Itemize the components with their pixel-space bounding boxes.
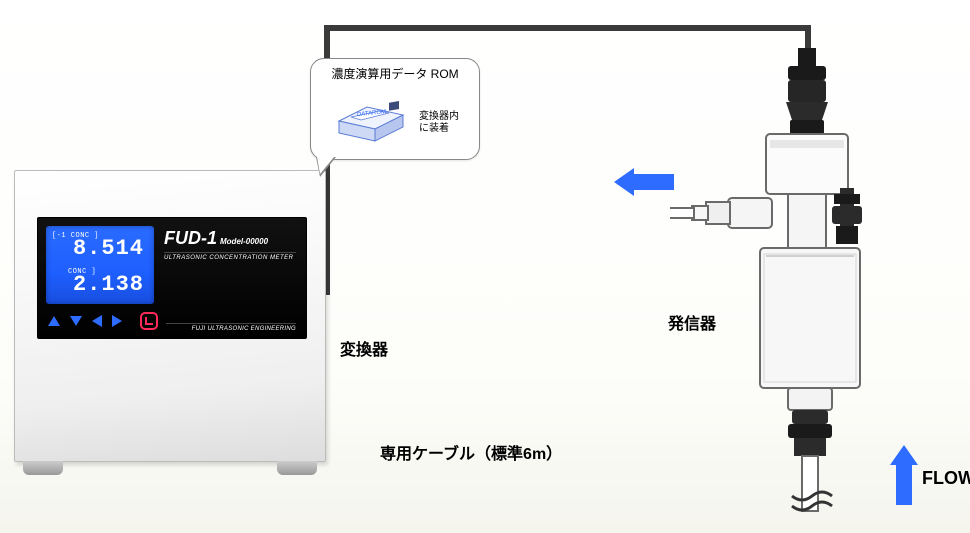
panel-model-sub: Model-00000 <box>220 237 268 246</box>
converter-unit: [-1 CONC ] 8.514 CONC ] 2.138 FUD-1Model… <box>14 170 326 462</box>
label-flow: FLOW <box>922 468 970 489</box>
left-icon[interactable] <box>92 315 102 327</box>
callout-note: 変換器内 に装着 <box>419 111 459 135</box>
transmitter-unit <box>670 48 890 518</box>
enter-icon[interactable] <box>140 312 158 330</box>
converter-foot <box>23 461 63 475</box>
datarom-icon: DATAROM <box>331 93 411 143</box>
down-icon[interactable] <box>70 316 82 326</box>
panel-model-main: FUD-1 <box>164 228 217 248</box>
inlet-arrow-icon <box>614 168 674 196</box>
converter-front-panel: [-1 CONC ] 8.514 CONC ] 2.138 FUD-1Model… <box>37 217 307 339</box>
callout-note-l1: 変換器内 <box>419 111 459 122</box>
label-converter: 変換器 <box>340 336 388 360</box>
panel-brand: FUJI ULTRASONIC ENGINEERING <box>166 323 296 332</box>
callout-title: 濃度演算用データ ROM <box>311 65 479 82</box>
cable-segment <box>324 25 811 31</box>
panel-model: FUD-1Model-00000 <box>164 228 268 249</box>
lcd-screen: [-1 CONC ] 8.514 CONC ] 2.138 <box>46 226 154 304</box>
callout-note-l2: に装着 <box>419 123 449 134</box>
label-cable: 専用ケーブル（標準6m） <box>380 440 562 464</box>
flow-arrow-icon <box>890 445 918 505</box>
up-icon[interactable] <box>48 316 60 326</box>
control-buttons <box>48 312 158 330</box>
right-icon[interactable] <box>112 315 122 327</box>
lcd-value-2: 2.138 <box>73 272 144 297</box>
converter-foot <box>277 461 317 475</box>
panel-subtitle: ULTRASONIC CONCENTRATION METER <box>164 252 296 261</box>
diagram-stage: [-1 CONC ] 8.514 CONC ] 2.138 FUD-1Model… <box>0 0 970 533</box>
lcd-value-1: 8.514 <box>73 236 144 261</box>
rom-callout: 濃度演算用データ ROM DATAROM 変換器内 に装着 <box>310 58 480 160</box>
